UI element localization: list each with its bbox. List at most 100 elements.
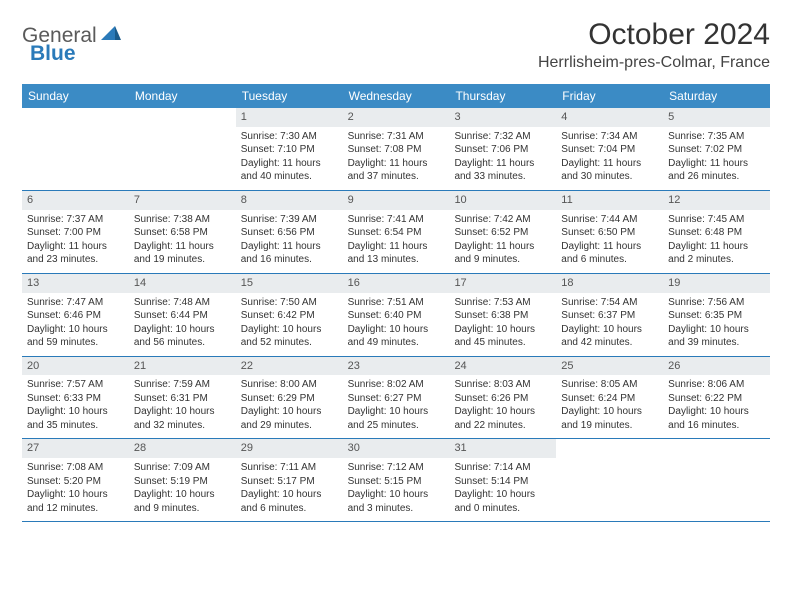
sunrise-text: Sunrise: 7:44 AM xyxy=(561,213,658,227)
day-number: 29 xyxy=(241,442,253,454)
day-number-bar: 28 xyxy=(129,439,236,458)
sunrise-text: Sunrise: 7:35 AM xyxy=(668,130,765,144)
daylight1-text: Daylight: 11 hours xyxy=(348,240,445,254)
daylight1-text: Daylight: 10 hours xyxy=(454,323,551,337)
day-number: 22 xyxy=(241,360,253,372)
daylight2-text: and 9 minutes. xyxy=(454,253,551,267)
day-cell: 5Sunrise: 7:35 AMSunset: 7:02 PMDaylight… xyxy=(663,108,770,190)
day-number-bar: 31 xyxy=(449,439,556,458)
weekday-tuesday: Tuesday xyxy=(236,84,343,108)
sunrise-text: Sunrise: 7:42 AM xyxy=(454,213,551,227)
daylight1-text: Daylight: 10 hours xyxy=(27,323,124,337)
sunset-text: Sunset: 7:00 PM xyxy=(27,226,124,240)
day-number: 23 xyxy=(348,360,360,372)
day-number-bar: 20 xyxy=(22,357,129,376)
daylight1-text: Daylight: 10 hours xyxy=(134,405,231,419)
daylight1-text: Daylight: 11 hours xyxy=(668,157,765,171)
daylight2-text: and 13 minutes. xyxy=(348,253,445,267)
day-cell: 16Sunrise: 7:51 AMSunset: 6:40 PMDayligh… xyxy=(343,274,450,356)
day-cell xyxy=(22,108,129,190)
daylight1-text: Daylight: 10 hours xyxy=(348,488,445,502)
sunset-text: Sunset: 6:29 PM xyxy=(241,392,338,406)
daylight1-text: Daylight: 11 hours xyxy=(134,240,231,254)
daylight1-text: Daylight: 10 hours xyxy=(27,405,124,419)
sunset-text: Sunset: 6:54 PM xyxy=(348,226,445,240)
day-cell: 25Sunrise: 8:05 AMSunset: 6:24 PMDayligh… xyxy=(556,357,663,439)
sunset-text: Sunset: 6:50 PM xyxy=(561,226,658,240)
day-cell: 28Sunrise: 7:09 AMSunset: 5:19 PMDayligh… xyxy=(129,439,236,521)
day-number-bar: 3 xyxy=(449,108,556,127)
daylight2-text: and 30 minutes. xyxy=(561,170,658,184)
day-cell: 18Sunrise: 7:54 AMSunset: 6:37 PMDayligh… xyxy=(556,274,663,356)
daylight2-text: and 16 minutes. xyxy=(668,419,765,433)
weeks-container: 1Sunrise: 7:30 AMSunset: 7:10 PMDaylight… xyxy=(22,108,770,522)
weekday-sunday: Sunday xyxy=(22,84,129,108)
day-number-bar: 18 xyxy=(556,274,663,293)
sunset-text: Sunset: 6:44 PM xyxy=(134,309,231,323)
day-number: 31 xyxy=(454,442,466,454)
day-number-bar: 6 xyxy=(22,191,129,210)
sunrise-text: Sunrise: 8:02 AM xyxy=(348,378,445,392)
daylight1-text: Daylight: 10 hours xyxy=(348,405,445,419)
day-cell: 17Sunrise: 7:53 AMSunset: 6:38 PMDayligh… xyxy=(449,274,556,356)
day-number-bar: 12 xyxy=(663,191,770,210)
brand-part2: Blue xyxy=(30,42,76,65)
day-cell: 2Sunrise: 7:31 AMSunset: 7:08 PMDaylight… xyxy=(343,108,450,190)
day-number: 11 xyxy=(561,194,572,206)
sunset-text: Sunset: 5:19 PM xyxy=(134,475,231,489)
sunrise-text: Sunrise: 7:38 AM xyxy=(134,213,231,227)
daylight1-text: Daylight: 10 hours xyxy=(241,488,338,502)
sunset-text: Sunset: 6:42 PM xyxy=(241,309,338,323)
sunrise-text: Sunrise: 7:51 AM xyxy=(348,296,445,310)
day-number-bar: 5 xyxy=(663,108,770,127)
day-cell: 15Sunrise: 7:50 AMSunset: 6:42 PMDayligh… xyxy=(236,274,343,356)
daylight1-text: Daylight: 10 hours xyxy=(561,405,658,419)
day-number-bar: 4 xyxy=(556,108,663,127)
sunset-text: Sunset: 6:52 PM xyxy=(454,226,551,240)
day-cell: 19Sunrise: 7:56 AMSunset: 6:35 PMDayligh… xyxy=(663,274,770,356)
day-number: 15 xyxy=(241,277,253,289)
day-number-bar: 19 xyxy=(663,274,770,293)
daylight1-text: Daylight: 11 hours xyxy=(27,240,124,254)
day-cell xyxy=(663,439,770,521)
day-number: 4 xyxy=(561,111,567,123)
sunset-text: Sunset: 6:56 PM xyxy=(241,226,338,240)
sunset-text: Sunset: 6:24 PM xyxy=(561,392,658,406)
daylight2-text: and 45 minutes. xyxy=(454,336,551,350)
daylight2-text: and 59 minutes. xyxy=(27,336,124,350)
day-number: 12 xyxy=(668,194,680,206)
day-number: 28 xyxy=(134,442,146,454)
day-cell: 7Sunrise: 7:38 AMSunset: 6:58 PMDaylight… xyxy=(129,191,236,273)
sunset-text: Sunset: 7:08 PM xyxy=(348,143,445,157)
daylight1-text: Daylight: 11 hours xyxy=(241,157,338,171)
brand-triangle-icon xyxy=(101,26,121,47)
title-block: October 2024 Herrlisheim-pres-Colmar, Fr… xyxy=(538,18,770,72)
daylight1-text: Daylight: 10 hours xyxy=(134,488,231,502)
weekday-friday: Friday xyxy=(556,84,663,108)
day-cell xyxy=(129,108,236,190)
day-cell: 22Sunrise: 8:00 AMSunset: 6:29 PMDayligh… xyxy=(236,357,343,439)
weekday-wednesday: Wednesday xyxy=(343,84,450,108)
day-number-bar: 27 xyxy=(22,439,129,458)
sunrise-text: Sunrise: 8:06 AM xyxy=(668,378,765,392)
sunset-text: Sunset: 6:35 PM xyxy=(668,309,765,323)
day-cell: 31Sunrise: 7:14 AMSunset: 5:14 PMDayligh… xyxy=(449,439,556,521)
sunrise-text: Sunrise: 7:41 AM xyxy=(348,213,445,227)
day-number: 1 xyxy=(241,111,247,123)
sunset-text: Sunset: 6:27 PM xyxy=(348,392,445,406)
sunset-text: Sunset: 6:40 PM xyxy=(348,309,445,323)
day-cell: 3Sunrise: 7:32 AMSunset: 7:06 PMDaylight… xyxy=(449,108,556,190)
sunset-text: Sunset: 7:04 PM xyxy=(561,143,658,157)
day-number-bar: 29 xyxy=(236,439,343,458)
sunset-text: Sunset: 5:15 PM xyxy=(348,475,445,489)
day-cell: 4Sunrise: 7:34 AMSunset: 7:04 PMDaylight… xyxy=(556,108,663,190)
daylight1-text: Daylight: 10 hours xyxy=(454,405,551,419)
day-number: 17 xyxy=(454,277,466,289)
daylight1-text: Daylight: 10 hours xyxy=(668,405,765,419)
sunrise-text: Sunrise: 7:54 AM xyxy=(561,296,658,310)
day-number-bar: 13 xyxy=(22,274,129,293)
daylight2-text: and 16 minutes. xyxy=(241,253,338,267)
day-cell: 11Sunrise: 7:44 AMSunset: 6:50 PMDayligh… xyxy=(556,191,663,273)
day-number: 8 xyxy=(241,194,247,206)
sunrise-text: Sunrise: 7:50 AM xyxy=(241,296,338,310)
